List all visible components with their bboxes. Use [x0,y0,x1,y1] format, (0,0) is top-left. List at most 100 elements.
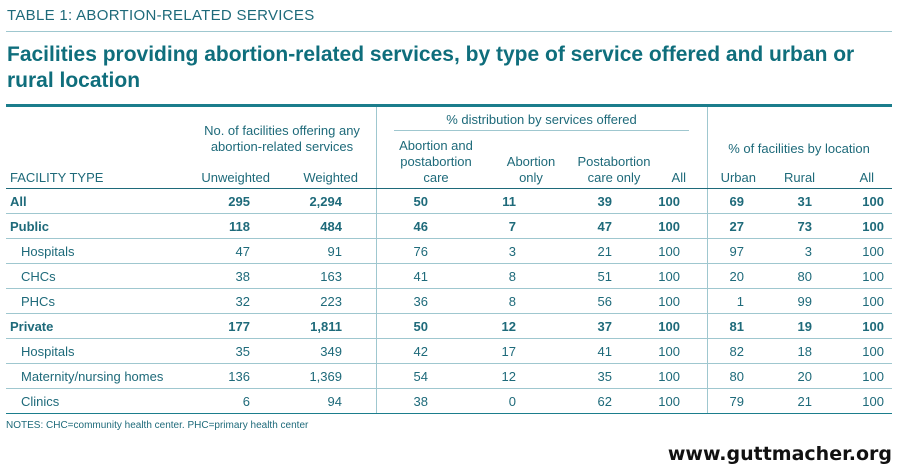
value-cell: 100 [818,288,892,314]
value-cell: 76 [360,238,444,264]
value-cell: 12 [444,363,544,389]
distribution-group-rule [394,130,689,131]
value-cell: 80 [758,263,818,289]
value-cell: 484 [270,213,360,239]
value-cell: 100 [818,238,892,264]
header-abortion-postabortion: Abortion and postabortion care [399,138,473,185]
facility-type-cell: Private [6,313,198,339]
facility-type-cell: Maternity/nursing homes [6,363,198,389]
value-cell: 11 [444,189,544,214]
header-facility-type: FACILITY TYPE [10,170,104,185]
value-cell: 80 [686,363,758,389]
value-cell: 50 [360,189,444,214]
value-cell: 100 [818,213,892,239]
value-cell: 32 [198,288,270,314]
value-cell: 41 [544,338,634,364]
value-cell: 73 [758,213,818,239]
header-group-location: % of facilities by location [728,141,870,156]
header-weighted: Weighted [303,170,358,185]
value-cell: 100 [634,388,686,414]
value-cell: 100 [818,338,892,364]
value-cell: 100 [634,238,686,264]
value-cell: 100 [818,263,892,289]
value-cell: 163 [270,263,360,289]
value-cell: 54 [360,363,444,389]
value-cell: 100 [634,213,686,239]
table-row: Maternity/nursing homes 136 1,369 54 12 35 100… [6,363,892,389]
header-all-distribution: All [671,170,686,185]
value-cell: 38 [360,388,444,414]
data-table: All 295 2,294 50 11 39 100 69 31 100 Public 118 484 4… [6,189,892,414]
facility-type-cell: Public [6,213,198,239]
value-cell: 20 [758,363,818,389]
value-cell: 82 [686,338,758,364]
notes: NOTES: CHC=community health center. PHC=… [6,420,309,431]
value-cell: 42 [360,338,444,364]
value-cell: 100 [634,338,686,364]
value-cell: 19 [758,313,818,339]
value-cell: 91 [270,238,360,264]
value-cell: 223 [270,288,360,314]
value-cell: 21 [758,388,818,414]
header-all-location: All [859,170,874,185]
value-cell: 94 [270,388,360,414]
value-cell: 100 [634,263,686,289]
table-row: Public 118 484 46 7 47 100 27 73 100 [6,213,892,239]
value-cell: 8 [444,288,544,314]
value-cell: 31 [758,189,818,214]
value-cell: 50 [360,313,444,339]
value-cell: 1,369 [270,363,360,389]
table-row: Hospitals 47 91 76 3 21 100 97 3 100 [6,238,892,264]
value-cell: 177 [198,313,270,339]
value-cell: 99 [758,288,818,314]
value-cell: 18 [758,338,818,364]
value-cell: 27 [686,213,758,239]
value-cell: 100 [634,288,686,314]
website-url[interactable]: www.guttmacher.org [667,443,892,465]
value-cell: 17 [444,338,544,364]
table-row: CHCs 38 163 41 8 51 100 20 80 100 [6,263,892,289]
value-cell: 1,811 [270,313,360,339]
value-cell: 56 [544,288,634,314]
header-unweighted: Unweighted [201,170,270,185]
value-cell: 47 [544,213,634,239]
value-cell: 81 [686,313,758,339]
value-cell: 41 [360,263,444,289]
value-cell: 100 [634,189,686,214]
value-cell: 69 [686,189,758,214]
value-cell: 51 [544,263,634,289]
value-cell: 97 [686,238,758,264]
value-cell: 79 [686,388,758,414]
value-cell: 39 [544,189,634,214]
value-cell: 349 [270,338,360,364]
value-cell: 62 [544,388,634,414]
table-row: Hospitals 35 349 42 17 41 100 82 18 100 [6,338,892,364]
table-row: Private 177 1,811 50 12 37 100 81 19 100 [6,313,892,339]
value-cell: 6 [198,388,270,414]
value-cell: 0 [444,388,544,414]
value-cell: 100 [818,388,892,414]
value-cell: 100 [818,189,892,214]
value-cell: 100 [818,363,892,389]
header-rural: Rural [784,170,816,185]
header-abortion-only: Abortion only [506,154,556,185]
table-row: All 295 2,294 50 11 39 100 69 31 100 [6,189,892,214]
header-postabortion-only: Postabortion care only [577,154,651,185]
facility-type-cell: Hospitals [6,238,198,264]
facility-type-cell: All [6,189,198,214]
table-title: Facilities providing abortion-related se… [7,43,855,92]
value-cell: 12 [444,313,544,339]
value-cell: 37 [544,313,634,339]
value-cell: 136 [198,363,270,389]
value-cell: 100 [818,313,892,339]
header-top-rule [6,104,892,107]
header-bottom-rule [6,188,892,189]
table-row: Clinics 6 94 38 0 62 100 79 21 100 [6,388,892,414]
value-cell: 35 [544,363,634,389]
value-cell: 36 [360,288,444,314]
facility-type-cell: CHCs [6,263,198,289]
value-cell: 3 [758,238,818,264]
header-group-facilities: No. of facilities offering any abortion-… [204,123,360,154]
value-cell: 46 [360,213,444,239]
value-cell: 295 [198,189,270,214]
